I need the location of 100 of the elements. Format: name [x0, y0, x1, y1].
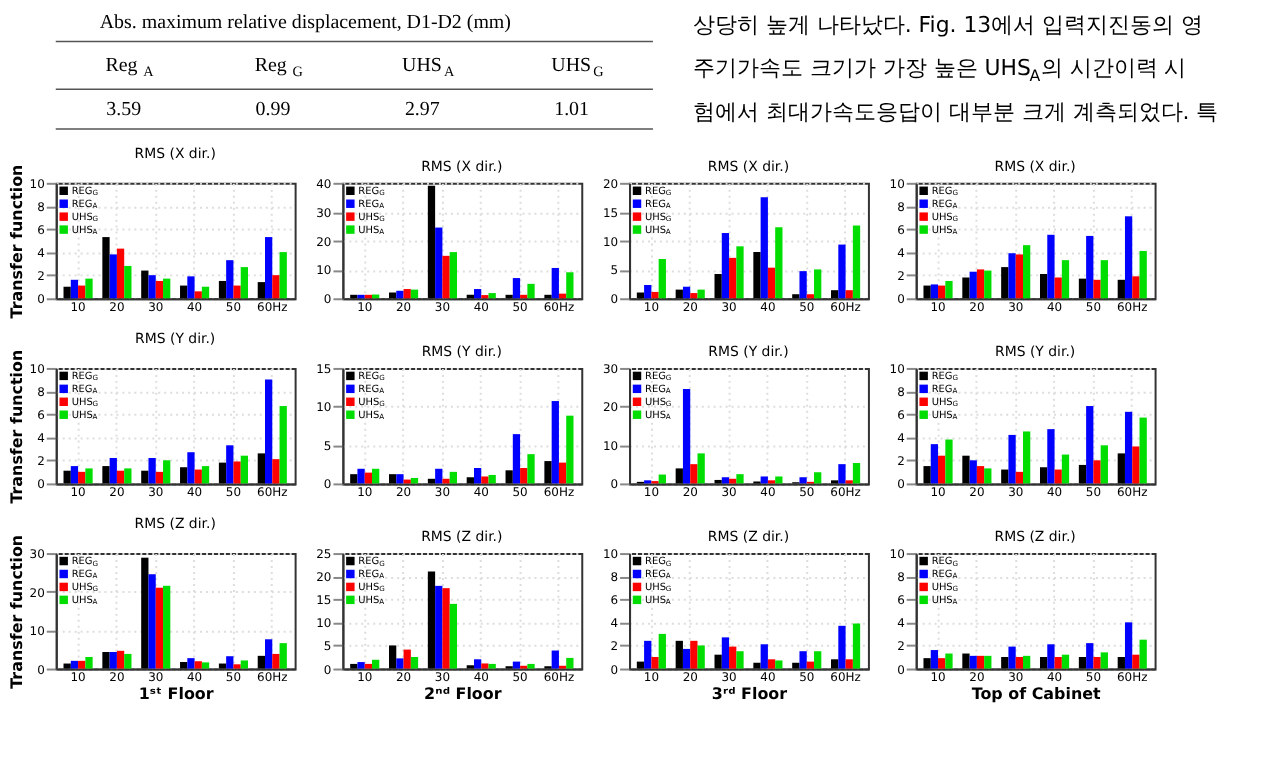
- bar: [714, 654, 722, 669]
- bar: [566, 415, 574, 484]
- bar: [984, 655, 992, 669]
- bar: [124, 468, 132, 484]
- bar: [155, 280, 164, 299]
- bar: [1132, 276, 1140, 299]
- text: 3.59: [106, 99, 142, 122]
- bar: [218, 663, 227, 669]
- bar: [63, 470, 71, 484]
- bar: [109, 651, 117, 669]
- bar: [1008, 434, 1016, 484]
- bar: [396, 474, 404, 484]
- bar: [1008, 253, 1016, 299]
- bar: [1086, 235, 1094, 299]
- bar: [201, 286, 210, 299]
- bar: [279, 406, 287, 484]
- bar: [357, 662, 365, 669]
- bar: [682, 286, 691, 299]
- text: Abs. maximum relative displacement, D1-D2 (mm): [99, 11, 511, 34]
- bar: [481, 476, 489, 484]
- bar: [945, 439, 953, 484]
- bar: [1061, 260, 1070, 299]
- bar: [403, 289, 411, 299]
- bar: [1061, 654, 1070, 669]
- bar: [116, 650, 125, 669]
- bar: [240, 660, 249, 669]
- bar: [85, 278, 93, 299]
- bar: [1047, 429, 1055, 484]
- bar: [257, 282, 265, 299]
- bar: [721, 477, 730, 484]
- bar: [721, 637, 730, 669]
- bar: [814, 651, 822, 669]
- bar: [1047, 234, 1055, 299]
- bar: [814, 472, 822, 484]
- bar: [1124, 411, 1133, 484]
- bar: [658, 259, 666, 299]
- bar: [350, 663, 358, 669]
- bar: [201, 662, 210, 669]
- bar: [116, 248, 125, 299]
- bar: [512, 661, 521, 669]
- bar: [1117, 656, 1125, 669]
- bar: [201, 466, 210, 484]
- bar: [233, 461, 241, 484]
- bar: [194, 291, 202, 299]
- bar: [799, 651, 807, 669]
- bar: [473, 659, 482, 669]
- bar: [1040, 467, 1048, 484]
- bar: [109, 458, 117, 484]
- bar: [396, 290, 404, 299]
- bar: [194, 469, 202, 484]
- bar: [721, 233, 730, 299]
- text: 상당히 높게 나타났다. Fig. 13에서 입력지진동의 영: [692, 11, 1204, 38]
- bar: [1015, 254, 1023, 299]
- bar: [838, 625, 846, 669]
- bar: [682, 648, 691, 669]
- bar: [852, 225, 861, 299]
- bar: [449, 252, 457, 299]
- bar: [389, 292, 397, 299]
- bar: [70, 279, 79, 299]
- bar: [163, 460, 171, 484]
- bar: [566, 657, 574, 669]
- bar: [1100, 445, 1108, 484]
- bar: [403, 649, 411, 669]
- bar: [180, 285, 188, 299]
- bar: [938, 285, 946, 299]
- x-axis-title: Top of Cabinet: [971, 685, 1101, 704]
- text: 2.97: [404, 99, 440, 122]
- bar: [512, 278, 521, 299]
- bar: [1047, 644, 1055, 669]
- bar: [551, 650, 559, 669]
- bar: [442, 255, 450, 299]
- bar: [279, 252, 287, 299]
- bar: [372, 659, 380, 669]
- bar: [1124, 622, 1133, 669]
- bar: [233, 285, 241, 299]
- bar: [279, 643, 287, 669]
- bar: [566, 272, 574, 299]
- bar: [240, 267, 249, 299]
- bar: [180, 467, 188, 484]
- bar: [1023, 431, 1031, 484]
- bar: [187, 658, 195, 669]
- bar: [1001, 267, 1009, 299]
- bar: [527, 454, 535, 484]
- bar: [838, 464, 846, 484]
- bar: [760, 476, 768, 484]
- bar: [644, 640, 652, 669]
- bar: [141, 557, 149, 669]
- bar: [389, 645, 397, 669]
- bar: [512, 434, 521, 484]
- x-axis-title: 2ⁿᵈ Floor: [424, 685, 502, 704]
- bar: [1054, 656, 1062, 669]
- bar: [350, 474, 358, 484]
- bar: [78, 285, 86, 299]
- bar: [141, 470, 149, 484]
- bar: [488, 663, 496, 669]
- bar: [962, 653, 970, 669]
- bar: [938, 455, 946, 484]
- y-axis-title: Transfer function: [7, 163, 26, 319]
- bar: [792, 662, 800, 669]
- bar: [551, 267, 559, 299]
